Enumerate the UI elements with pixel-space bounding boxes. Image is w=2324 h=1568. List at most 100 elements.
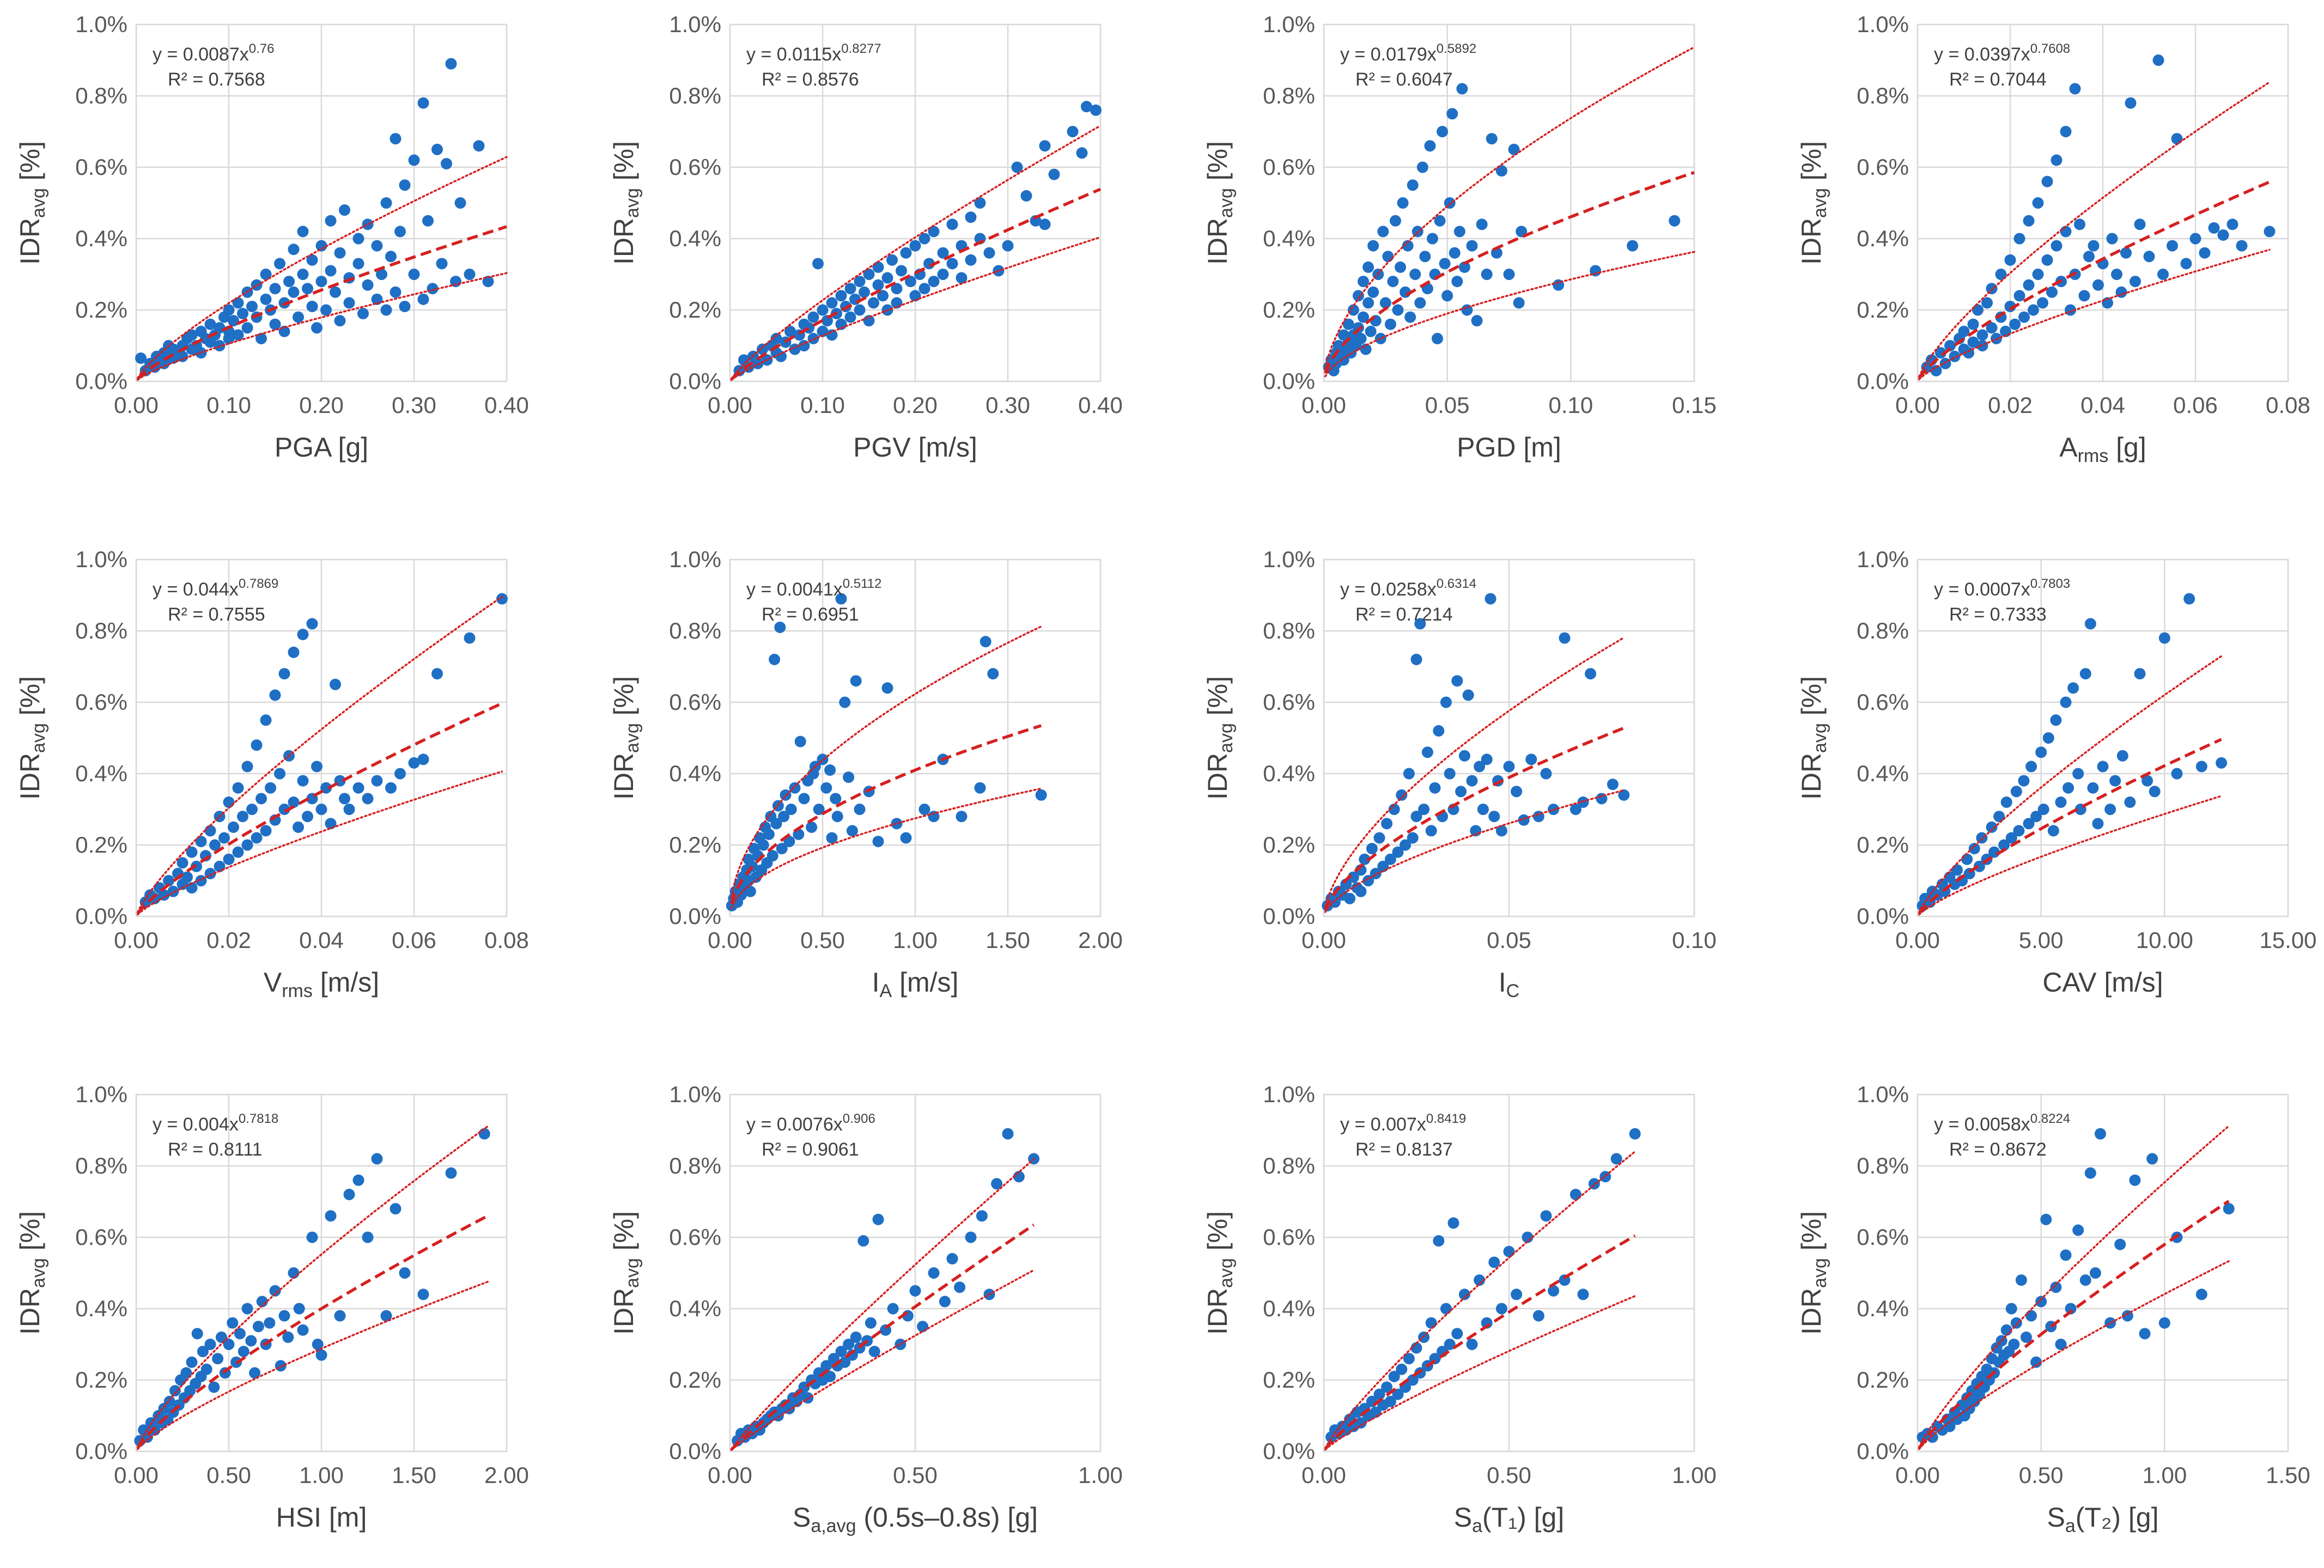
data-point: [744, 885, 756, 897]
data-point: [1518, 814, 1530, 826]
data-point: [2040, 1213, 2052, 1225]
data-point: [2013, 233, 2025, 245]
data-point: [1440, 1303, 1452, 1315]
y-tick-label: 0.8%: [1857, 83, 1909, 108]
data-point: [1471, 315, 1483, 327]
data-point: [1434, 215, 1446, 227]
upper-bound-line: [730, 625, 1042, 899]
data-point: [2015, 1274, 2027, 1286]
y-tick-label: 0.2%: [1263, 832, 1315, 858]
lower-bound-line: [1324, 789, 1625, 913]
data-point: [1370, 1406, 1382, 1418]
data-point: [399, 179, 411, 191]
y-tick-label: 0.6%: [1263, 1224, 1315, 1250]
data-point: [2050, 1281, 2062, 1293]
data-point: [1607, 779, 1619, 791]
data-point: [778, 811, 790, 823]
data-point: [826, 832, 838, 844]
data-point: [2130, 276, 2141, 288]
x-tick-label: 0.00: [1895, 1462, 1940, 1488]
x-axis-label-main: S: [793, 1502, 811, 1533]
data-point: [2149, 786, 2161, 798]
data-point: [302, 283, 313, 295]
data-point: [844, 311, 856, 323]
data-point: [158, 889, 170, 901]
data-point: [1629, 1128, 1641, 1140]
x-axis-label-sub: A: [880, 981, 892, 1001]
data-point: [976, 1210, 988, 1222]
data-point: [234, 1328, 246, 1340]
trendline-equation: y = 0.0007x0.7803: [1934, 576, 2070, 600]
data-point: [770, 332, 782, 344]
data-point: [854, 304, 866, 316]
y-tick-label: 0.6%: [669, 689, 721, 715]
y-tick-label: 0.0%: [1857, 903, 1909, 929]
data-point: [445, 58, 457, 70]
x-tick-label: 0.00: [114, 927, 159, 953]
y-tick-label: 0.8%: [1263, 1153, 1315, 1178]
y-axis-label-main: IDR: [609, 753, 639, 800]
data-point: [857, 1235, 869, 1247]
data-point: [1968, 843, 1980, 855]
data-point: [362, 1231, 374, 1243]
data-point: [2195, 1289, 2207, 1300]
data-point: [2004, 300, 2016, 312]
lower-bound-line: [136, 770, 503, 916]
data-point: [311, 761, 323, 773]
data-point: [325, 265, 337, 277]
data-point: [1396, 789, 1408, 801]
data-point: [1388, 1370, 1400, 1382]
data-point: [1384, 853, 1396, 865]
data-point: [1511, 1289, 1523, 1300]
x-tick-label: 0.10: [800, 392, 845, 418]
data-point: [1610, 1153, 1622, 1165]
data-point: [1358, 311, 1370, 323]
data-point: [2042, 732, 2054, 744]
data-point: [1503, 1245, 1515, 1257]
x-axis-label-main: CAV [m/s]: [2042, 967, 2163, 998]
x-axis-label: PGV [m/s]: [853, 432, 977, 463]
data-point: [1344, 892, 1356, 904]
x-axis-label-tail: (0.5s–0.8s) [g]: [856, 1502, 1038, 1533]
y-tick-label: 0.0%: [75, 1438, 127, 1464]
data-point: [2216, 757, 2228, 769]
data-point: [445, 1167, 457, 1179]
data-point: [334, 247, 346, 259]
x-tick-label: 5.00: [2019, 927, 2064, 953]
data-point: [865, 1317, 877, 1329]
chart-panel-8: 0.0% 0.2% 0.4% 0.6% 0.8% 1.0% 0.00 5.00 10.00 15.…: [1796, 546, 2317, 998]
x-tick-label: 1.00: [1672, 1462, 1717, 1488]
data-point: [854, 276, 866, 288]
y-axis-label: IDRavg [%]: [1202, 141, 1237, 265]
data-point: [209, 839, 221, 851]
data-point: [441, 157, 452, 169]
data-point: [937, 269, 949, 280]
data-point: [2125, 97, 2137, 109]
data-point: [2072, 1224, 2084, 1236]
upper-bound-line: [1918, 1125, 2230, 1449]
data-point: [1559, 632, 1571, 644]
lower-bound-line: [1918, 795, 2223, 916]
equation-exponent: 0.5112: [843, 576, 882, 591]
data-point: [385, 251, 397, 263]
data-point: [2055, 796, 2067, 808]
data-point: [854, 804, 866, 815]
data-point: [2146, 1153, 2158, 1165]
data-point: [2171, 133, 2183, 145]
data-point: [252, 1321, 264, 1333]
trendline-equation: y = 0.0258x0.6314: [1340, 576, 1476, 600]
data-point: [293, 1303, 305, 1315]
data-point: [1577, 1289, 1589, 1300]
data-point: [2134, 218, 2146, 230]
data-point: [260, 269, 272, 280]
x-axis-label-tail: (T₁) [g]: [1482, 1502, 1564, 1533]
data-point: [390, 133, 401, 145]
y-tick-label: 0.6%: [669, 1224, 721, 1250]
data-point: [900, 247, 912, 259]
data-point: [954, 1281, 966, 1293]
data-point: [1433, 725, 1445, 737]
y-axis-label-sub: avg: [1810, 723, 1830, 753]
y-tick-label: 1.0%: [1263, 11, 1315, 37]
data-point: [1039, 218, 1051, 230]
